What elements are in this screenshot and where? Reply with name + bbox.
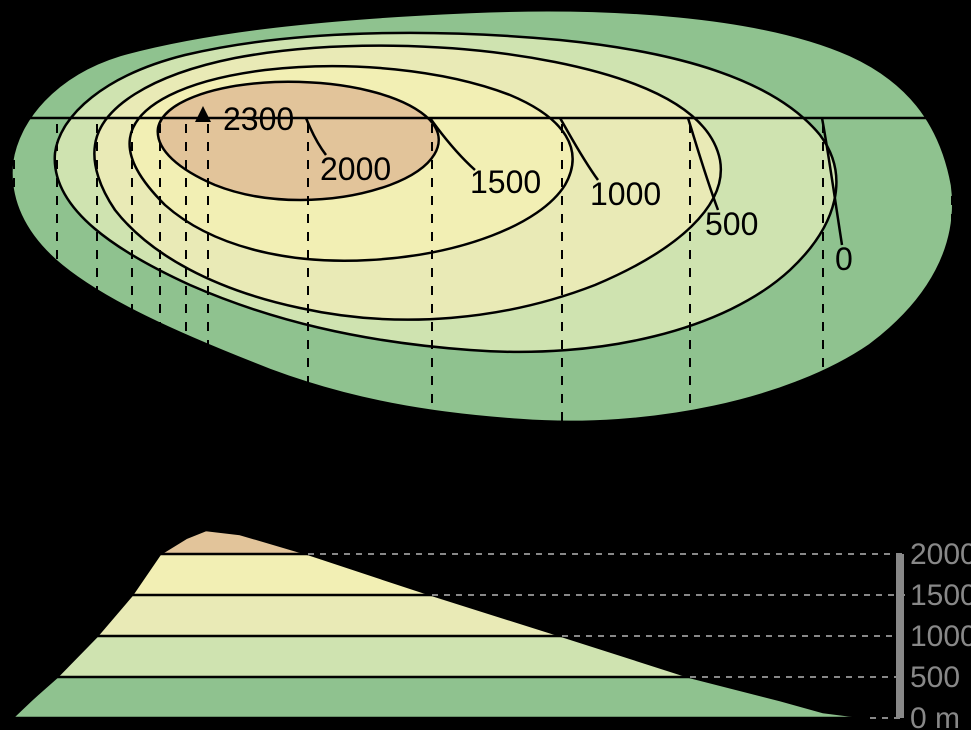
scale-label-2000: 2000: [910, 538, 971, 571]
contour-label-0: 0: [835, 241, 853, 277]
scale-label-500: 500: [910, 661, 960, 694]
topview-contour-map: 2300 2000 1500 1000 500 0: [11, 10, 953, 422]
contour-label-1000: 1000: [590, 176, 661, 212]
contour-diagram: 2300 2000 1500 1000 500 0 2000 1500 1000…: [0, 0, 971, 730]
scale-label-1000: 1000: [910, 620, 971, 653]
scale-label-0: 0 m: [910, 702, 960, 730]
contour-label-1500: 1500: [470, 164, 541, 200]
scale-bar: [896, 554, 904, 718]
contour-label-2300: 2300: [223, 101, 294, 137]
profile-cross-section: 2000 1500 1000 500 0 m: [14, 530, 971, 730]
scale-label-1500: 1500: [910, 579, 971, 612]
contour-label-2000: 2000: [320, 151, 391, 187]
contour-label-500: 500: [705, 206, 758, 242]
